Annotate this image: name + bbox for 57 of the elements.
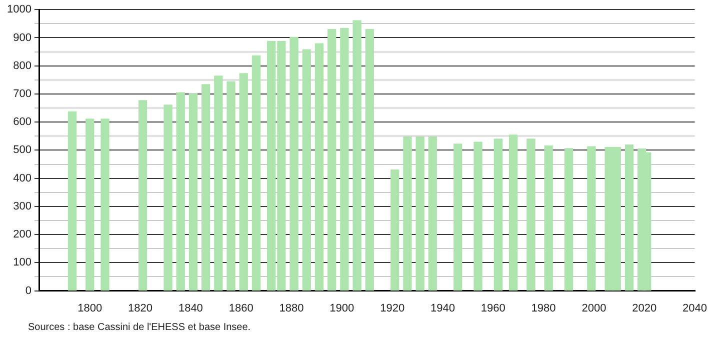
x-tick-label: 2020 [632,302,657,314]
bar [252,55,261,291]
bar [454,144,462,291]
bar [164,104,172,291]
bar [302,49,311,291]
y-tick-label: 100 [13,256,32,269]
bar [365,28,374,291]
bar [328,28,336,291]
bar [239,73,248,291]
bar [508,134,518,291]
y-tick-label: 500 [13,144,32,156]
bar [474,142,482,291]
bar [290,36,298,291]
bar [201,84,210,291]
bar [416,136,424,291]
bar [428,136,437,291]
bar [214,76,223,291]
x-tick-label: 1940 [430,302,455,314]
bar [68,111,77,291]
x-tick-label: 1960 [480,302,506,314]
x-tick-label: 1920 [380,302,405,314]
y-tick-label: 600 [13,116,32,128]
bar [138,100,148,291]
bar [226,81,236,291]
y-tick-label: 900 [13,32,32,44]
bar [86,118,94,291]
bar [314,43,324,291]
bar [624,144,634,291]
x-tick-label: 1880 [279,302,304,314]
bar [526,138,536,291]
y-tick-label: 700 [13,88,32,100]
x-tick-label: 1820 [128,302,153,314]
bar [188,94,198,291]
x-tick-label: 2040 [682,302,708,314]
x-tick-label: 1840 [178,302,203,314]
bar [544,145,553,291]
y-tick-label: 300 [13,200,32,212]
bar [494,138,503,291]
x-tick-label: 1860 [228,302,254,314]
y-tick-label: 400 [13,172,32,184]
x-tick-label: 1980 [531,302,556,314]
y-tick-label: 800 [13,60,32,72]
x-tick-label: 2000 [582,302,606,314]
bar [352,20,362,291]
bar [176,92,185,291]
source-note: Sources : base Cassini de l'EHESS et base Insee. [28,322,251,333]
bar [100,118,110,291]
bar [587,146,596,291]
bar [390,170,400,291]
y-tick-label: 200 [13,228,32,241]
x-tick-label: 1900 [330,302,354,314]
bar [340,28,349,291]
y-tick-label: 0 [25,284,32,297]
bar [403,136,412,291]
y-tick-label: 1000 [6,4,32,16]
x-tick-label: 1800 [78,302,102,314]
bar [564,148,574,291]
